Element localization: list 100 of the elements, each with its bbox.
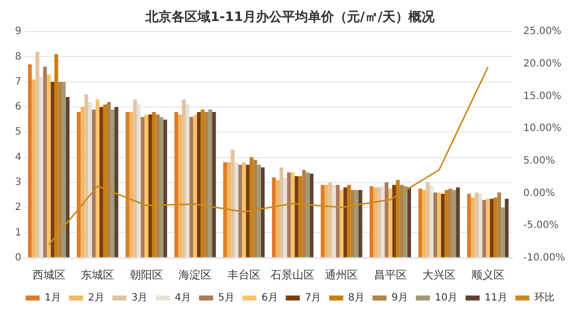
bar [444, 190, 448, 258]
bar [272, 177, 276, 258]
y-tick-label: 8 [14, 51, 22, 62]
bar [474, 192, 478, 258]
bar [467, 194, 471, 258]
bar [407, 187, 412, 258]
legend-label: 6月 [261, 292, 278, 304]
bar [238, 164, 242, 258]
y-tick-label: 7 [14, 76, 22, 88]
y-tick-label: 1 [14, 227, 22, 238]
legend-label: 10月 [434, 292, 458, 304]
bar [276, 180, 280, 258]
x-tick-label: 丰台区 [227, 268, 260, 282]
bar [62, 82, 66, 258]
bar [148, 114, 152, 258]
bar [106, 102, 111, 258]
bar [280, 167, 284, 258]
bar [350, 190, 355, 258]
bar [182, 99, 186, 258]
bar [160, 117, 164, 258]
bar [452, 190, 456, 258]
bar [156, 114, 160, 258]
bar [400, 184, 404, 258]
y2-tick-label: 10.00% [523, 123, 562, 134]
y-tick-label: 3 [14, 176, 22, 188]
x-tick-label: 昌平区 [374, 268, 407, 282]
legend-label: 9月 [392, 292, 408, 304]
chart-title: 北京各区域1-11月办公平均单价（元/㎡/天）概况 [144, 9, 436, 26]
x-tick-label: 石景山区 [270, 268, 315, 282]
y2-tick-label: 15.00% [523, 90, 562, 102]
bar [174, 112, 178, 258]
x-tick-label: 顺义区 [471, 268, 504, 282]
bar [50, 82, 54, 258]
bar [234, 162, 238, 258]
bar [290, 172, 295, 258]
bar [204, 112, 208, 258]
bar [223, 162, 227, 258]
bar [257, 164, 261, 258]
y2-tick-label: 5.00% [523, 155, 556, 166]
bar [99, 107, 104, 258]
y2-tick-label: 20.00% [523, 58, 562, 70]
bar [370, 186, 374, 258]
bar [403, 186, 408, 258]
bar [380, 186, 385, 258]
bar [426, 182, 430, 258]
legend-label: 3月 [131, 292, 148, 304]
bar [433, 192, 438, 258]
bar [58, 82, 62, 258]
bar [163, 120, 168, 258]
bar [260, 167, 265, 258]
bar [43, 66, 47, 258]
bar [136, 104, 141, 258]
bar [470, 197, 475, 258]
bar [242, 162, 246, 258]
bar [140, 117, 144, 258]
bar [440, 194, 445, 258]
bar [230, 150, 234, 258]
bar [497, 192, 502, 258]
bar [133, 99, 137, 258]
bar [32, 79, 36, 258]
y2-tick-label: -5.00% [523, 220, 559, 232]
y2-tick-label: 0.00% [523, 188, 556, 199]
bar [437, 192, 441, 258]
bar [373, 187, 378, 258]
bar [46, 74, 51, 258]
bar [456, 187, 460, 258]
bar [212, 112, 216, 258]
bar [306, 172, 310, 258]
bar [336, 184, 340, 258]
bar [96, 99, 100, 258]
x-tick-label: 大兴区 [422, 268, 456, 282]
bar [283, 177, 288, 258]
y2-tick-label: 25.00% [523, 26, 562, 38]
bar [494, 197, 498, 258]
y-tick-label: 0 [14, 252, 22, 264]
legend-label: 8月 [348, 292, 365, 304]
bar [126, 112, 130, 258]
bar [482, 200, 486, 258]
bar [193, 114, 198, 258]
bar [490, 198, 494, 258]
bar [226, 162, 231, 258]
bar [486, 198, 490, 258]
bar [28, 64, 32, 258]
bar [39, 76, 44, 258]
bar [246, 164, 250, 258]
bar [92, 110, 96, 258]
legend-label: 环比 [534, 292, 554, 304]
bar [189, 117, 194, 258]
bar [384, 182, 388, 258]
bar [320, 184, 325, 258]
bar [478, 194, 482, 258]
legend-label: 4月 [174, 292, 192, 304]
bar [36, 52, 40, 258]
legend-label: 5月 [218, 292, 234, 304]
legend-label: 2月 [88, 292, 104, 304]
bar [392, 184, 396, 258]
y-tick-label: 2 [14, 202, 22, 214]
bar [178, 114, 182, 258]
bar [354, 190, 358, 258]
bar [110, 110, 115, 258]
